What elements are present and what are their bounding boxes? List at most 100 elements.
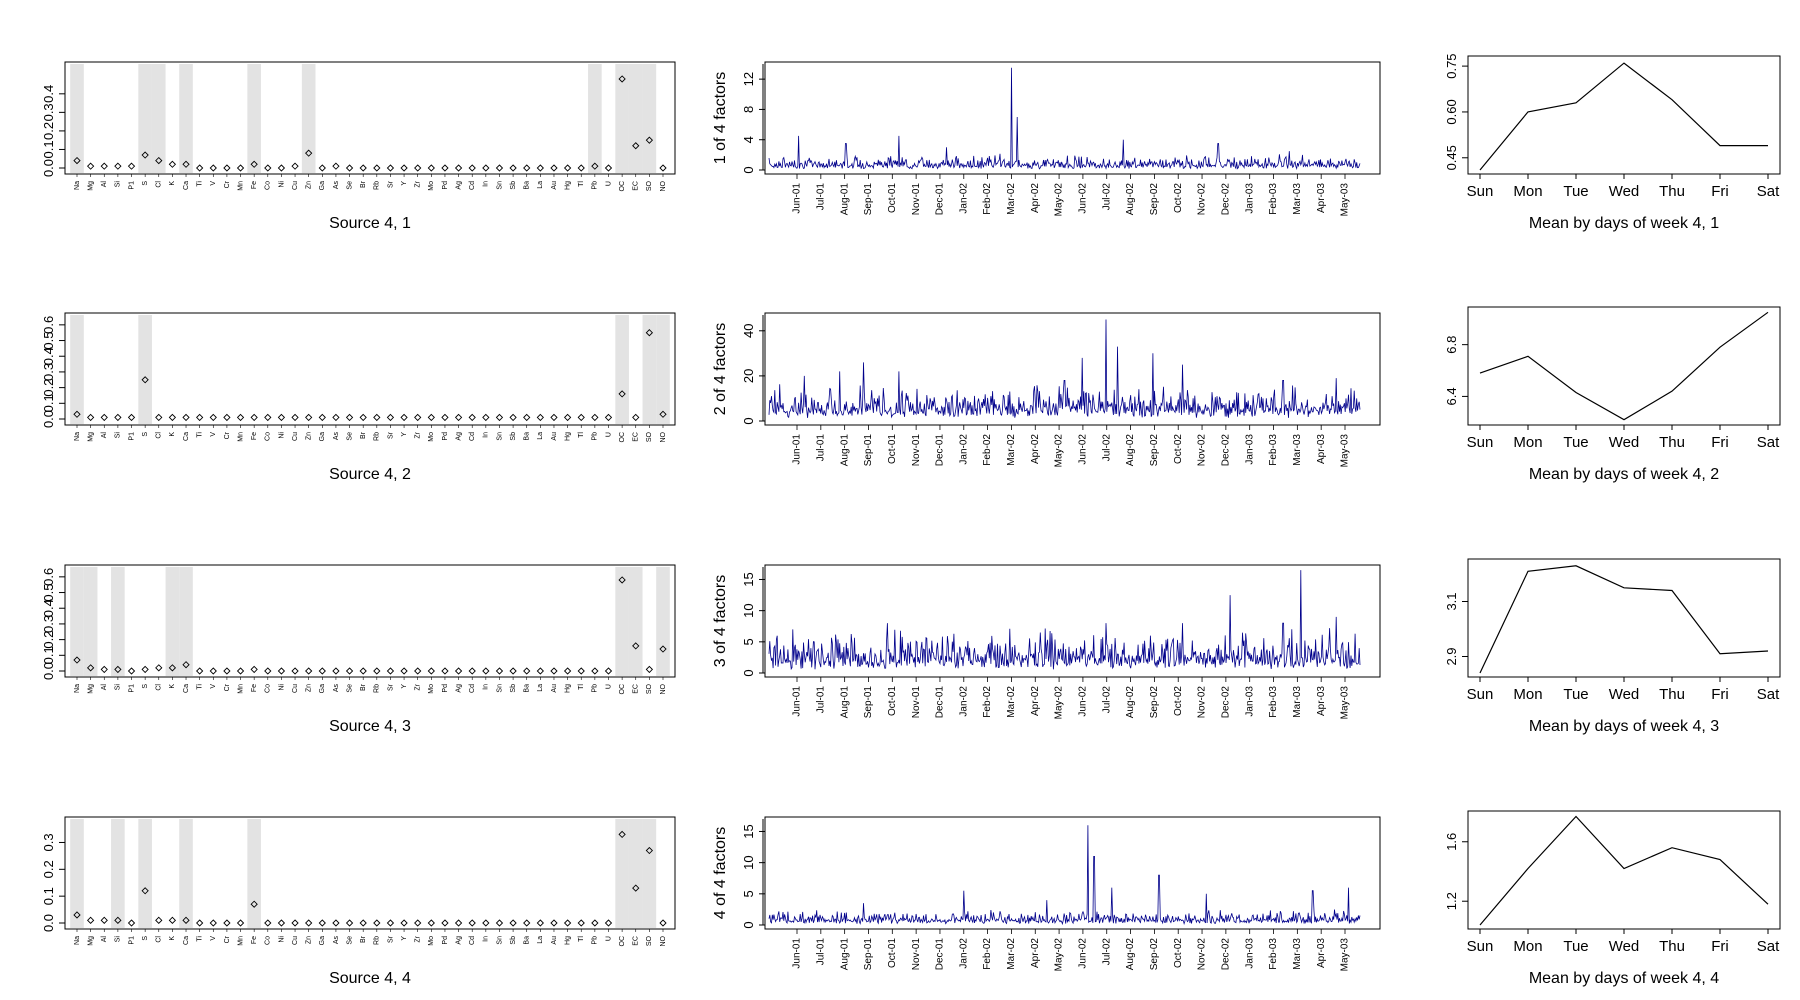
shaded-band — [138, 64, 152, 173]
month-label: Dec-01 — [935, 686, 946, 719]
month-label: Jul-02 — [1101, 434, 1112, 462]
element-point — [277, 164, 286, 172]
plot-frame — [764, 816, 1381, 930]
element-point — [645, 665, 654, 674]
element-point — [468, 919, 476, 927]
element-point — [632, 413, 640, 422]
y-tick-label: 8 — [741, 106, 756, 113]
y-tick-label: 4 — [741, 136, 756, 143]
element-point — [359, 667, 367, 675]
element-label: Al — [101, 684, 108, 691]
month-label: Jan-03 — [1244, 434, 1255, 465]
day-label: Sun — [1467, 686, 1494, 703]
element-label: Fe — [251, 684, 258, 692]
month-label: May-03 — [1340, 938, 1351, 972]
series-line — [768, 319, 1361, 419]
element-label: Fe — [251, 181, 258, 189]
element-label: Rb — [374, 181, 381, 190]
element-label: Mo — [428, 936, 435, 946]
element-point — [563, 919, 572, 927]
element-label: Hg — [564, 432, 571, 441]
element-point — [127, 919, 136, 927]
element-point — [141, 376, 149, 384]
element-label: NO — [660, 180, 667, 191]
element-label: Co — [265, 181, 272, 190]
element-point — [182, 661, 190, 669]
element-point — [495, 413, 504, 422]
month-label: Nov-02 — [1197, 938, 1208, 971]
timeseries-chart-3: 0 5 10 15 3 of 4 factors Jun-01 Jul-01 Aug-01 Se… — [712, 564, 1381, 719]
element-point — [264, 667, 272, 675]
element-label: Y — [401, 936, 408, 941]
element-label: Sr — [387, 935, 394, 943]
element-label: Mn — [237, 181, 244, 191]
day-label: Tue — [1563, 434, 1588, 451]
element-point — [332, 162, 340, 170]
day-label: Wed — [1609, 434, 1640, 451]
element-label: Cr — [224, 683, 231, 691]
element-point — [618, 830, 626, 839]
element-point — [236, 919, 245, 927]
timeseries-chart-2: 0 20 40 2 of 4 factors Jun-01 Jul-01 Aug-01 Sep… — [712, 312, 1381, 467]
month-label: Jul-02 — [1101, 183, 1112, 211]
element-point — [454, 164, 463, 172]
element-label: Mg — [87, 181, 94, 191]
element-label: P1 — [128, 432, 135, 441]
element-point — [577, 413, 585, 422]
month-label: Mar-02 — [1006, 434, 1017, 466]
series-line — [768, 825, 1361, 926]
element-label: Mn — [237, 936, 244, 946]
shaded-band — [656, 315, 670, 424]
element-label: NO — [660, 431, 667, 442]
element-point — [468, 413, 476, 422]
element-point — [318, 413, 326, 422]
series-line — [768, 67, 1361, 171]
y-tick-label: 1.2 — [1444, 892, 1459, 910]
month-label: Mar-03 — [1292, 686, 1303, 718]
element-label: Pb — [592, 432, 599, 441]
element-point — [468, 164, 476, 172]
element-point — [550, 413, 558, 422]
month-label: Jan-03 — [1244, 183, 1255, 214]
element-label: Zr — [415, 935, 422, 942]
element-label: Cd — [469, 684, 476, 693]
element-label: Tl — [578, 936, 585, 942]
element-point — [359, 164, 367, 172]
element-point — [168, 664, 177, 672]
element-point — [373, 413, 381, 422]
month-label: Sep-02 — [1149, 938, 1160, 971]
element-label: U — [605, 181, 612, 186]
element-label: Pb — [592, 684, 599, 693]
y-tick-label: 15 — [741, 824, 756, 838]
y-tick-label: 15 — [741, 572, 756, 586]
element-label: Na — [74, 936, 81, 945]
month-label: Jun-01 — [792, 686, 803, 717]
month-label: Mar-02 — [1006, 938, 1017, 970]
month-label: Feb-02 — [982, 434, 993, 466]
element-point — [373, 164, 381, 172]
element-label: U — [605, 432, 612, 437]
element-point — [168, 916, 177, 924]
element-label: Ba — [524, 936, 531, 945]
element-label: Cr — [224, 431, 231, 439]
element-point — [659, 645, 667, 653]
month-label: May-03 — [1340, 183, 1351, 217]
element-point — [482, 413, 490, 422]
month-label: Oct-01 — [887, 686, 898, 716]
profile-caption: Source 4, 4 — [329, 970, 411, 987]
element-label: As — [333, 181, 340, 190]
element-point — [359, 919, 367, 927]
element-label: OC — [619, 432, 626, 443]
element-point — [196, 413, 204, 422]
element-point — [73, 656, 81, 664]
day-label: Sat — [1757, 183, 1780, 200]
y-tick-label: 0.0 — [41, 159, 56, 177]
element-label: Cd — [469, 432, 476, 441]
element-label: U — [605, 684, 612, 689]
element-label: Ti — [196, 936, 203, 942]
month-label: Jul-02 — [1101, 938, 1112, 966]
element-point — [236, 164, 245, 172]
element-point — [86, 162, 95, 170]
element-point — [318, 667, 326, 675]
month-label: Mar-02 — [1006, 183, 1017, 215]
